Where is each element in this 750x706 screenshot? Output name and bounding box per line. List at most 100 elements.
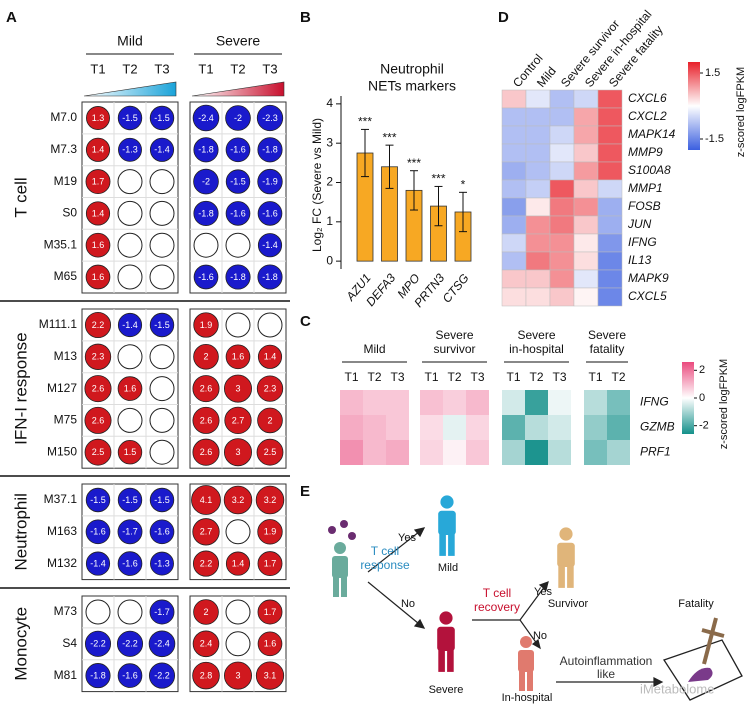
- dot: [256, 375, 284, 402]
- leg: [438, 649, 445, 672]
- heat-cell: [548, 415, 571, 440]
- row-label: MAPK14: [628, 127, 676, 141]
- dot-value: 1.4: [92, 145, 105, 155]
- timepoint-label: T1: [198, 61, 213, 76]
- colorbar-label: z-scored logFPKM: [735, 67, 747, 157]
- heat-cell: [501, 215, 527, 235]
- person-icon: [437, 611, 455, 672]
- torso: [437, 626, 455, 651]
- dot-value: 1.9: [264, 527, 277, 537]
- group-header: Severe: [588, 328, 626, 342]
- dot-value: 2: [267, 415, 272, 425]
- dot-value: 2.2: [200, 558, 213, 568]
- timepoint-label: T2: [122, 61, 137, 76]
- group-header: in-hospital: [509, 342, 564, 356]
- empty-dot: [149, 344, 175, 370]
- dot: [84, 343, 112, 370]
- dot: [86, 106, 110, 130]
- arrow-head: [538, 581, 549, 592]
- column-label: T2: [367, 370, 381, 384]
- dot: [223, 438, 252, 467]
- row-label: IFNG: [640, 395, 669, 409]
- dot: [85, 201, 111, 226]
- dot: [192, 406, 220, 434]
- leg: [519, 671, 525, 691]
- dot-value: 2: [203, 607, 208, 617]
- dot-value: 2.8: [200, 670, 213, 680]
- heat-cell: [549, 89, 575, 109]
- dot-value: 2.4: [200, 639, 213, 649]
- panel-letter: B: [300, 9, 311, 26]
- empty-dot: [149, 232, 175, 258]
- dot: [85, 137, 111, 162]
- module-label: M75: [54, 413, 78, 427]
- heat-cell: [525, 179, 551, 199]
- dot: [84, 630, 112, 657]
- heat-cell: [597, 179, 623, 199]
- heat-cell: [549, 215, 575, 235]
- severe-label: Severe: [429, 684, 464, 696]
- module-label: M111.1: [39, 317, 78, 331]
- column-label: T2: [529, 370, 543, 384]
- dot-value: 1.6: [92, 272, 105, 282]
- heat-cell: [386, 440, 409, 465]
- colorbar-tick-label: -1.5: [705, 133, 724, 145]
- dot: [149, 599, 175, 625]
- heat-cell: [501, 125, 527, 145]
- question-text: recovery: [474, 600, 520, 614]
- dot: [257, 233, 283, 258]
- module-label: M19: [54, 174, 78, 188]
- heat-cell: [525, 215, 551, 235]
- dot: [223, 485, 253, 515]
- heat-cell: [573, 215, 599, 235]
- dot-value: 1.9: [200, 320, 213, 330]
- empty-dot: [257, 312, 283, 338]
- dot-value: -1.8: [262, 272, 278, 282]
- heat-cell: [386, 415, 409, 440]
- leg: [333, 577, 339, 597]
- dot-value: 2.6: [200, 447, 213, 457]
- dot-value: -1.6: [90, 527, 106, 537]
- dot: [117, 376, 143, 401]
- dot-value: 2.7: [200, 527, 213, 537]
- heat-cell: [525, 287, 551, 307]
- dot-value: -1.5: [154, 113, 170, 123]
- dot: [85, 663, 111, 689]
- heat-cell: [363, 390, 386, 415]
- module-label: M81: [54, 668, 78, 682]
- dot-value: 3.2: [232, 495, 245, 505]
- significance: ***: [358, 115, 372, 129]
- head: [559, 527, 573, 541]
- dot-value: -2.3: [262, 113, 278, 123]
- heat-cell: [340, 390, 363, 415]
- dot: [192, 375, 220, 403]
- group-header: Severe: [216, 33, 261, 49]
- group-header: Severe: [435, 328, 473, 342]
- dot-value: -1.5: [122, 113, 138, 123]
- column-label: T3: [470, 370, 484, 384]
- heat-cell: [573, 251, 599, 271]
- chart-title: Neutrophil: [380, 61, 444, 77]
- empty-dot: [117, 232, 143, 258]
- module-label: S4: [62, 636, 77, 650]
- arrow: [367, 527, 425, 573]
- dot: [149, 487, 175, 513]
- heat-cell: [443, 390, 466, 415]
- heat-cell: [573, 161, 599, 181]
- heat-cell: [502, 440, 525, 465]
- heat-cell: [549, 107, 575, 127]
- dot-value: -1.6: [198, 272, 214, 282]
- step-text: like: [597, 667, 615, 681]
- dot: [84, 438, 112, 466]
- person-icon: [518, 636, 534, 691]
- empty-dot: [85, 599, 111, 625]
- torso: [332, 556, 348, 578]
- dot-value: 1.6: [232, 352, 245, 362]
- heat-cell: [525, 161, 551, 181]
- dot: [116, 630, 144, 657]
- dot-value: -2.2: [122, 639, 138, 649]
- column-label: T2: [611, 370, 625, 384]
- heat-cell: [501, 89, 527, 109]
- heat-cell: [501, 107, 527, 127]
- heat-cell: [573, 287, 599, 307]
